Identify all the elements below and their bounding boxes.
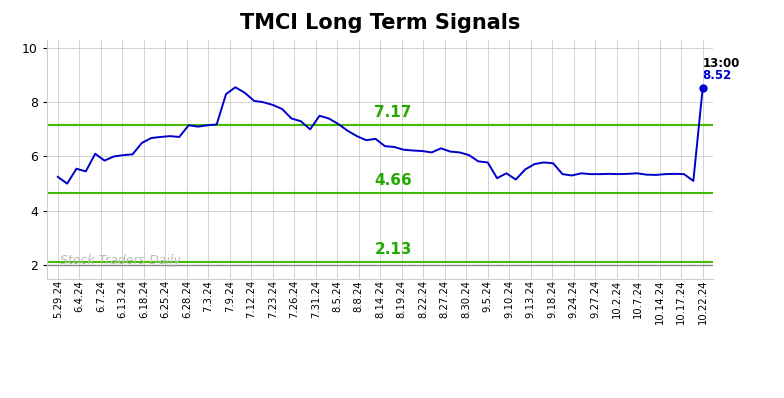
Text: 8.52: 8.52 bbox=[702, 69, 732, 82]
Text: 13:00: 13:00 bbox=[702, 57, 740, 70]
Text: Stock Traders Daily: Stock Traders Daily bbox=[60, 254, 181, 267]
Text: 2.13: 2.13 bbox=[375, 242, 412, 257]
Text: 4.66: 4.66 bbox=[374, 173, 412, 188]
Title: TMCI Long Term Signals: TMCI Long Term Signals bbox=[240, 13, 521, 33]
Text: 7.17: 7.17 bbox=[375, 105, 412, 120]
